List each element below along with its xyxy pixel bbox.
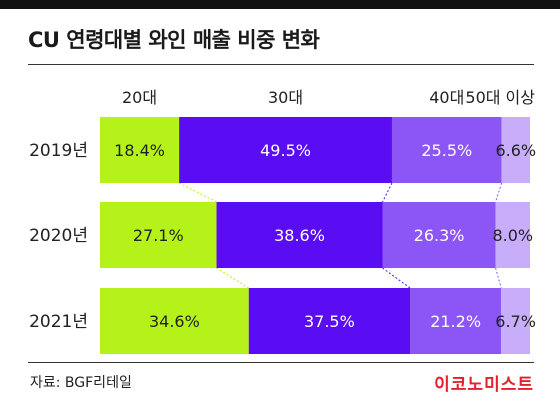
bar-segment: [248, 288, 411, 354]
category-label: 2020년: [29, 226, 88, 246]
legend-label: 30대: [268, 88, 303, 107]
category-label: 2019년: [29, 141, 88, 161]
data-label: 6.6%: [495, 141, 536, 160]
connector-line: [178, 182, 217, 203]
data-label: 38.6%: [274, 226, 325, 245]
brand-logo: 이코노미스트: [434, 375, 534, 395]
data-label: 21.2%: [430, 312, 481, 331]
bar-segment: [501, 288, 530, 354]
bar-segment: [391, 117, 502, 183]
legend-label: 40대: [429, 88, 464, 107]
bar-segment: [100, 117, 180, 183]
legend-label: 20대: [122, 88, 157, 107]
connector-line: [495, 182, 503, 203]
bar-segment: [410, 288, 502, 354]
bottom-divider: [28, 362, 534, 363]
category-label: 2021년: [29, 312, 88, 332]
bar-segment: [382, 202, 496, 268]
connector-line: [382, 267, 411, 289]
data-label: 49.5%: [260, 141, 311, 160]
source-note: 자료: BGF리테일: [30, 375, 132, 391]
bar-segment: [100, 202, 217, 268]
connector-line: [382, 182, 393, 203]
connector-line: [495, 267, 502, 289]
connector-line: [216, 267, 250, 289]
data-label: 37.5%: [304, 312, 355, 331]
data-label: 8.0%: [492, 226, 533, 245]
data-label: 25.5%: [421, 141, 472, 160]
data-label: 26.3%: [414, 226, 465, 245]
bar-segment: [216, 202, 383, 268]
legend-label: 50대 이상: [465, 88, 535, 107]
top-bar: [0, 0, 560, 9]
bar-segment: [100, 288, 249, 354]
data-label: 6.7%: [495, 312, 536, 331]
data-label: 18.4%: [114, 141, 165, 160]
top-divider: [28, 64, 534, 65]
data-label: 27.1%: [133, 226, 184, 245]
bar-segment: [495, 202, 530, 268]
data-label: 34.6%: [149, 312, 200, 331]
bar-segment: [179, 117, 392, 183]
bar-segment: [501, 117, 530, 183]
chart-title: CU 연령대별 와인 매출 비중 변화: [28, 28, 320, 52]
